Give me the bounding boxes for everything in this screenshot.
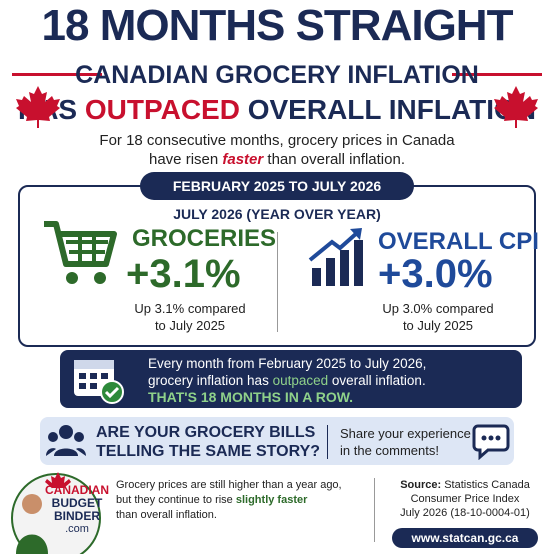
text: OVERALL INFLATION [239, 94, 537, 125]
subtitle: HAS OUTPACED OVERALL INFLATION [0, 93, 554, 127]
cta: Share your experience in the comments! [340, 425, 471, 459]
text: in the comments! [340, 443, 439, 458]
text: .com [65, 523, 89, 535]
streak-text: Every month from February 2025 to July 2… [148, 355, 518, 406]
calendar-icon [74, 360, 124, 404]
title: 18 MONTHS STRAIGHT [41, 1, 514, 50]
text: than overall inflation. [116, 509, 217, 521]
chart-icon [308, 228, 363, 286]
rule [452, 73, 542, 76]
text: than overall inflation. [263, 151, 405, 168]
text: overall inflation. [328, 373, 426, 388]
text: but they continue to rise slightly faste… [116, 493, 376, 508]
question-box [40, 417, 514, 465]
url: www.statcan.gc.ca [392, 528, 538, 548]
emphasis: slightly faster [235, 494, 308, 506]
source: Source: Statistics Canada Consumer Price… [380, 478, 550, 520]
text: CANADIAN [45, 483, 109, 497]
rule [12, 73, 102, 76]
text: grocery inflation has outpaced overall i… [148, 372, 518, 389]
divider [374, 478, 375, 542]
intro: For 18 consecutive months, grocery price… [0, 131, 554, 169]
cpi-label: OVERALL CPI [378, 228, 539, 255]
text: BUDGET [51, 496, 103, 510]
text: ARE YOUR GROCERY BILLS [96, 424, 316, 441]
maple-leaf [494, 86, 538, 128]
brand-badge [11, 472, 101, 554]
brand: CANADIAN BUDGET BINDER .com [44, 484, 110, 536]
period: FEBRUARY 2025 TO JULY 2026 [140, 172, 414, 200]
text: July 2026 (18-10-0004-01) [400, 507, 530, 519]
text: Up 3.1% compared [134, 301, 246, 316]
emphasis: OUTPACED [84, 94, 240, 125]
text: For 18 consecutive months, grocery price… [99, 132, 455, 149]
text: Statistics Canada [441, 479, 530, 491]
text: to July 2025 [154, 318, 226, 333]
divider [327, 425, 328, 459]
groceries-value: +3.1% [126, 252, 241, 296]
text: TELLING THE SAME STORY? [96, 443, 321, 460]
text: have risen [149, 151, 223, 168]
highlight: THAT'S 18 MONTHS IN A ROW. [148, 389, 354, 405]
text: but they continue to rise [116, 494, 236, 506]
groceries-note: Up 3.1% compared to July 2025 [90, 300, 290, 334]
text: Source: Statistics Canada [380, 478, 550, 492]
text: have risen faster than overall inflation… [0, 150, 554, 169]
cpi-value: +3.0% [378, 252, 493, 296]
text: Every month from February 2025 to July 2… [148, 356, 427, 371]
chat-icon [472, 424, 510, 460]
cart-icon [44, 221, 117, 284]
divider [277, 232, 278, 332]
text: Consumer Price Index [410, 493, 520, 505]
emphasis: outpaced [272, 373, 329, 388]
text: Up 3.0% compared [382, 301, 494, 316]
text: Share your experience [340, 426, 471, 441]
text: grocery inflation has [148, 373, 273, 388]
text: Grocery prices are still higher than a y… [116, 479, 342, 491]
cpi-note: Up 3.0% compared to July 2025 [338, 300, 538, 334]
subtitle: CANADIAN GROCERY INFLATION [75, 61, 479, 89]
text: Source: [400, 479, 442, 491]
text: BINDER [53, 509, 100, 523]
text: to July 2025 [402, 318, 474, 333]
question: ARE YOUR GROCERY BILLS TELLING THE SAME … [96, 423, 320, 461]
footer-text: Grocery prices are still higher than a y… [116, 478, 376, 523]
maple-leaf [16, 86, 60, 128]
comparison-heading: JULY 2026 (YEAR OVER YEAR) [173, 206, 381, 222]
streak-box [60, 350, 522, 408]
groceries-label: GROCERIES [132, 225, 277, 252]
people-icon [46, 425, 86, 456]
emphasis: faster [222, 151, 264, 168]
